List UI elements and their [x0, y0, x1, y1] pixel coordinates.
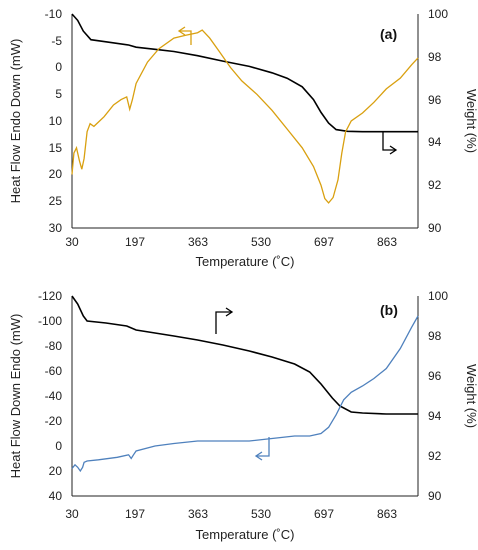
- panel-b-frame: [71, 296, 419, 497]
- x-tick: 530: [251, 235, 271, 249]
- x-tick: 30: [65, 507, 79, 521]
- x-tick: 530: [251, 507, 271, 521]
- y-left-tick: 20: [49, 167, 63, 181]
- y-right-tick: 90: [428, 489, 442, 503]
- panel-b-x-ticks: 30 197 363 530 697 863: [65, 507, 397, 521]
- y-left-tick: 5: [55, 87, 62, 101]
- y-right-tick: 94: [428, 409, 442, 423]
- panel-b-left-ticks: -120 -100 -80 -60 -40 -20 0 20 40: [38, 289, 62, 503]
- y-left-tick: 40: [49, 489, 63, 503]
- panel-a-left-axis-title: Heat Flow Endo Down (mW): [8, 39, 23, 204]
- panel-b: (b) Temperature (˚C) Heat Flow Down Endo…: [8, 289, 478, 542]
- x-tick: 697: [314, 507, 334, 521]
- x-tick: 30: [65, 235, 79, 249]
- y-left-tick: 25: [49, 194, 63, 208]
- panel-a-frame: [71, 14, 419, 229]
- panel-b-x-axis-title: Temperature (˚C): [196, 527, 295, 542]
- x-tick: 197: [125, 507, 145, 521]
- panel-b-left-axis-title: Heat Flow Down Endo (mW): [8, 314, 23, 479]
- heat-flow-curve: [71, 315, 419, 473]
- weight-arrow: [382, 132, 398, 155]
- x-tick: 363: [188, 235, 208, 249]
- x-tick: 863: [377, 507, 397, 521]
- y-right-tick: 92: [428, 178, 442, 192]
- y-left-tick: 0: [55, 60, 62, 74]
- weight-curve: [71, 13, 418, 133]
- y-right-tick: 98: [428, 50, 442, 64]
- y-right-tick: 100: [428, 289, 448, 303]
- y-left-tick: -80: [45, 339, 63, 353]
- panel-a-x-ticks: 30 197 363 530 697 863: [65, 235, 397, 249]
- heat-flow-arrow: [177, 26, 192, 45]
- y-left-tick: 10: [49, 114, 63, 128]
- y-left-tick: 0: [55, 439, 62, 453]
- y-right-tick: 92: [428, 449, 442, 463]
- panel-a-right-axis-title: Weight (%): [464, 89, 478, 153]
- y-right-tick: 98: [428, 329, 442, 343]
- y-left-tick: 20: [49, 464, 63, 478]
- y-left-tick: -5: [51, 34, 62, 48]
- panel-b-label: (b): [380, 302, 398, 318]
- panel-b-right-axis-title: Weight (%): [464, 364, 478, 428]
- y-left-tick: -60: [45, 364, 63, 378]
- y-right-tick: 96: [428, 369, 442, 383]
- y-right-tick: 94: [428, 135, 442, 149]
- x-tick: 697: [314, 235, 334, 249]
- y-left-tick: 30: [49, 221, 63, 235]
- y-left-tick: -20: [45, 414, 63, 428]
- y-right-tick: 90: [428, 221, 442, 235]
- panel-a-x-axis-title: Temperature (˚C): [196, 254, 295, 269]
- panel-a-right-ticks: 90 92 94 96 98 100: [428, 7, 448, 235]
- heat-flow-arrow: [254, 437, 270, 461]
- x-tick: 863: [377, 235, 397, 249]
- y-left-tick: -100: [38, 314, 62, 328]
- x-tick: 363: [188, 507, 208, 521]
- panel-a-label: (a): [380, 26, 397, 42]
- panel-b-right-ticks: 90 92 94 96 98 100: [428, 289, 448, 503]
- y-left-tick: -40: [45, 389, 63, 403]
- panel-a: (a) Temperature (˚C) Heat Flow Endo Down…: [8, 7, 478, 269]
- weight-arrow: [215, 307, 234, 334]
- y-left-tick: -120: [38, 289, 62, 303]
- heat-flow-curve: [71, 29, 419, 204]
- y-right-tick: 96: [428, 93, 442, 107]
- panel-a-left-ticks: -10 -5 0 5 10 15 20 25 30: [45, 7, 63, 235]
- x-tick: 197: [125, 235, 145, 249]
- weight-curve: [71, 295, 418, 415]
- y-right-tick: 100: [428, 7, 448, 21]
- y-left-tick: -10: [45, 7, 63, 21]
- y-left-tick: 15: [49, 141, 63, 155]
